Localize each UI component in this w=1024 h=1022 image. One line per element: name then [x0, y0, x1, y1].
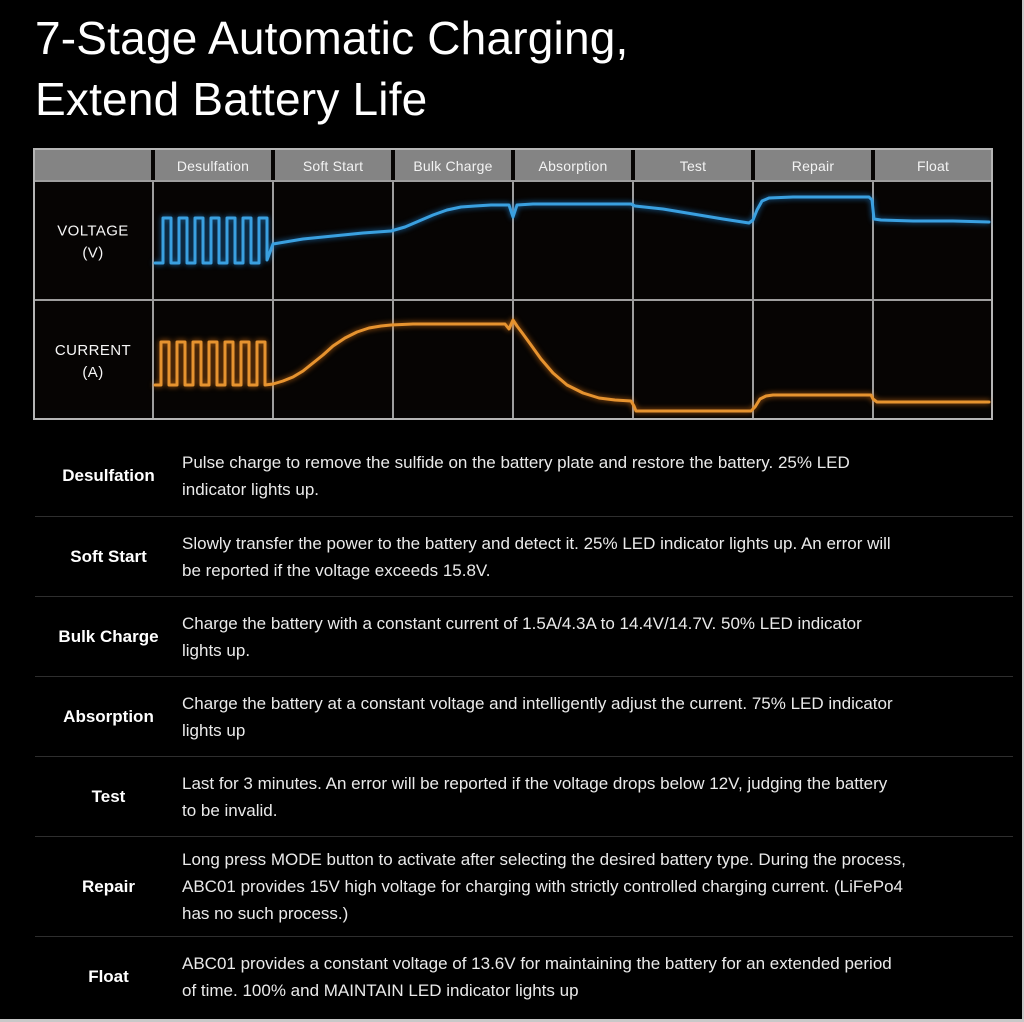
stage-header-cell: [395, 150, 511, 181]
stage-description-line: Charge the battery with a constant curre…: [182, 613, 862, 633]
stage-header-cell: [755, 150, 871, 181]
table-row-soft-start: Soft Start Slowly transfer the power to t…: [35, 517, 1013, 597]
stage-description-line: indicator lights up.: [182, 479, 320, 499]
voltage-row-label: VOLTAGE: [57, 223, 128, 240]
stage-header-label: Repair: [792, 158, 835, 174]
page-title: 7-Stage Automatic Charging, Extend Batte…: [35, 8, 629, 130]
table-row-bulk-charge: Bulk Charge Charge the battery with a con…: [35, 597, 1013, 677]
stage-description-line: Last for 3 minutes. An error will be rep…: [182, 773, 888, 793]
stage-name-label: Desulfation: [62, 465, 155, 485]
page-title-line-2: Extend Battery Life: [35, 73, 428, 125]
stage-chart-svg: Desulfation Soft Start Bulk Charge Absorpti…: [33, 148, 993, 420]
stage-name-label: Repair: [82, 876, 135, 896]
stage-description-line: Charge the battery at a constant voltage…: [182, 693, 893, 713]
stage-header-cell: [635, 150, 751, 181]
stage-description: Slowly transfer the power to the battery…: [182, 517, 1013, 596]
stage-name-label: Bulk Charge: [58, 626, 159, 646]
stage-header-label: Test: [680, 158, 706, 174]
table-row-repair: Repair Long press MODE button to activate…: [35, 837, 1013, 937]
stage-header-cell: [875, 150, 991, 181]
stage-description-line: has no such process.): [182, 904, 349, 923]
stage-description-table: Desulfation Pulse charge to remove the su…: [35, 435, 1013, 1017]
table-row-desulfation: Desulfation Pulse charge to remove the su…: [35, 435, 1013, 517]
stage-description-line: Slowly transfer the power to the battery…: [182, 533, 891, 553]
table-row-absorption: Absorption Charge the battery at a consta…: [35, 677, 1013, 757]
stage-description-line: Long press MODE button to activate after…: [182, 850, 906, 869]
stage-description-line: ABC01 provides a constant voltage of 13.…: [182, 954, 892, 973]
stage-description-line: be reported if the voltage exceeds 15.8V…: [182, 560, 491, 580]
stage-description-line: ABC01 provides 15V high voltage for char…: [182, 877, 903, 896]
current-row-label-unit: (A): [82, 364, 103, 381]
stage-name-label: Float: [88, 967, 129, 986]
page-title-line-1: 7-Stage Automatic Charging,: [35, 12, 629, 64]
current-waveform: [153, 318, 991, 413]
stage-header-label: Bulk Charge: [413, 158, 492, 174]
stage-description: Last for 3 minutes. An error will be rep…: [182, 757, 1013, 836]
current-row-label: CURRENT: [55, 342, 131, 359]
stage-header-label: Desulfation: [177, 158, 249, 174]
stage-description-line: of time. 100% and MAINTAIN LED indicator…: [182, 981, 579, 1000]
stage-header-cell: [155, 150, 271, 181]
stage-description: Charge the battery at a constant voltage…: [182, 677, 1013, 756]
stage-description: Charge the battery with a constant curre…: [182, 597, 1013, 676]
stage-description-line: Pulse charge to remove the sulfide on th…: [182, 452, 850, 472]
stage-name-label: Absorption: [63, 706, 154, 726]
stage-description-line: to be invalid.: [182, 800, 278, 820]
stage-description: Long press MODE button to activate after…: [182, 837, 1013, 936]
voltage-waveform: [153, 195, 991, 265]
voltage-row-label-unit: (V): [82, 245, 103, 262]
stage-header-cell: [515, 150, 631, 181]
table-row-test: Test Last for 3 minutes. An error will be…: [35, 757, 1013, 837]
stage-description: ABC01 provides a constant voltage of 13.…: [182, 937, 1013, 1017]
table-row-float: Float ABC01 provides a constant voltage o…: [35, 937, 1013, 1017]
stage-header-label: Float: [917, 158, 949, 174]
stage-waveform-chart: Desulfation Soft Start Bulk Charge Absorpti…: [33, 148, 993, 420]
stage-description-line: lights up: [182, 720, 246, 740]
chart-corner-cell: [35, 150, 151, 181]
stage-header-label: Absorption: [539, 158, 608, 174]
stage-description-line: lights up.: [182, 640, 251, 660]
stage-description: Pulse charge to remove the sulfide on th…: [182, 435, 1013, 516]
stage-header-cell: [275, 150, 391, 181]
stage-name-label: Soft Start: [70, 546, 147, 566]
stage-name-label: Test: [91, 786, 126, 806]
stage-header-label: Soft Start: [303, 158, 363, 174]
chart-outer-border: [33, 148, 993, 420]
